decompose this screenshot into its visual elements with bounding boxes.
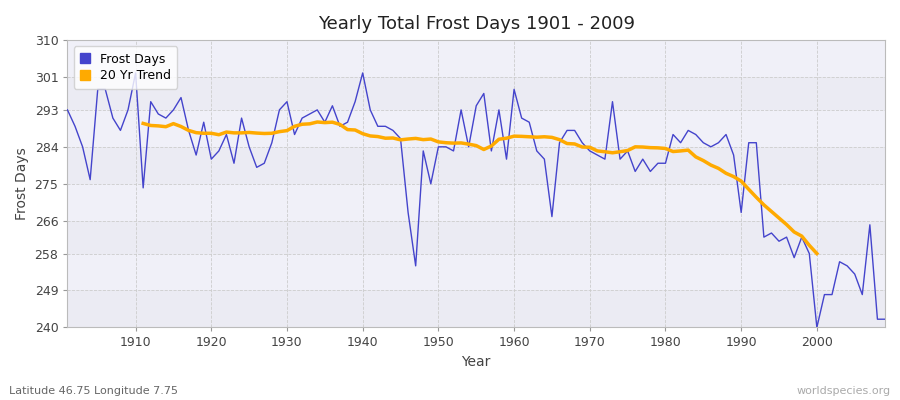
Title: Yearly Total Frost Days 1901 - 2009: Yearly Total Frost Days 1901 - 2009 [318, 15, 634, 33]
Frost Days [122, 108, 133, 112]
20 Yr Trend [350, 128, 361, 132]
Frost Days [608, 99, 618, 104]
20 Yr Trend [812, 251, 823, 256]
Frost Days [342, 120, 353, 124]
20 Yr Trend [312, 120, 323, 124]
Frost Days [508, 87, 519, 92]
Bar [68, 290, 885, 328]
Line: Frost Days: Frost Days [68, 73, 885, 328]
Frost Days [812, 325, 823, 330]
Legend: Frost Days, 20 Yr Trend: Frost Days, 20 Yr Trend [74, 46, 177, 89]
20 Yr Trend [706, 163, 716, 168]
Bar [68, 221, 885, 254]
Line: 20 Yr Trend: 20 Yr Trend [143, 122, 817, 254]
20 Yr Trend [138, 121, 148, 126]
Text: Latitude 46.75 Longitude 7.75: Latitude 46.75 Longitude 7.75 [9, 386, 178, 396]
20 Yr Trend [615, 149, 626, 154]
Bar [68, 77, 885, 110]
Bar [68, 147, 885, 184]
20 Yr Trend [229, 130, 239, 135]
20 Yr Trend [788, 230, 799, 234]
Y-axis label: Frost Days: Frost Days [15, 147, 29, 220]
X-axis label: Year: Year [462, 355, 490, 369]
Text: worldspecies.org: worldspecies.org [796, 386, 891, 396]
Frost Days [62, 108, 73, 112]
Frost Days [517, 116, 527, 120]
20 Yr Trend [721, 171, 732, 176]
Frost Days [130, 70, 141, 75]
Frost Days [879, 317, 890, 322]
Frost Days [297, 116, 308, 120]
